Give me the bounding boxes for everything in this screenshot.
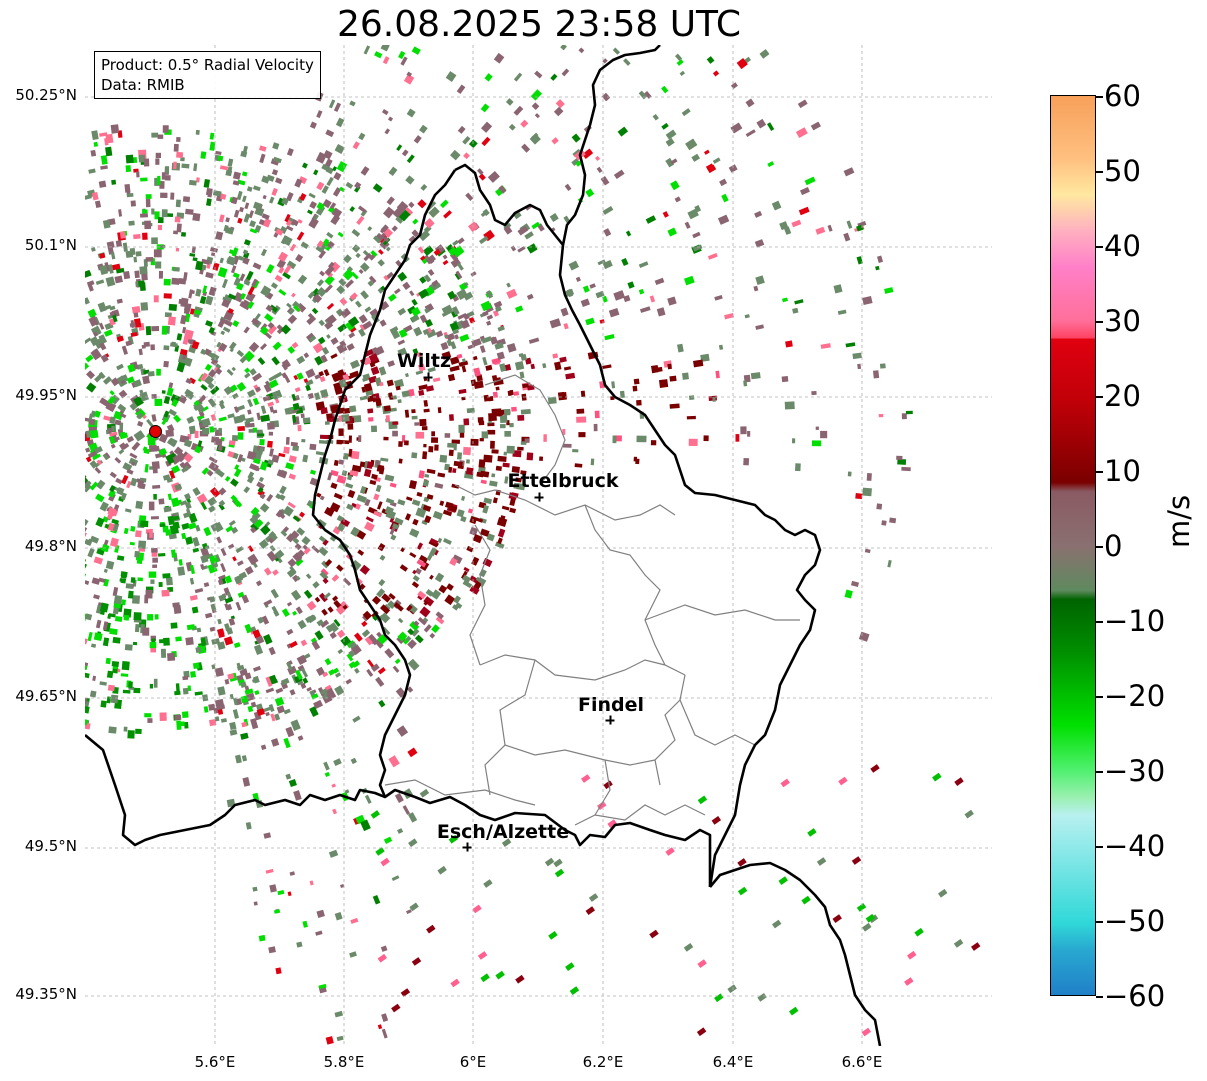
- colorbar-tick-label: 40: [1104, 229, 1141, 263]
- radar-map-panel[interactable]: [85, 45, 992, 1046]
- city-marker-findel: [605, 715, 615, 725]
- city-label-findel: Findel: [577, 694, 645, 716]
- lat-tick-49-35: 49.35°N: [15, 985, 77, 1003]
- lat-tick-50-25: 50.25°N: [15, 86, 77, 104]
- colorbar-tick-mark: [1096, 396, 1103, 398]
- colorbar-tick-mark: [1096, 771, 1103, 773]
- colorbar-tick-mark: [1096, 96, 1103, 98]
- colorbar-label: m/s: [1162, 494, 1196, 548]
- canton-boundaries: [384, 374, 800, 826]
- lat-tick-49-65: 49.65°N: [15, 687, 77, 705]
- colorbar-tick-mark: [1096, 546, 1103, 548]
- lat-tick-49-5: 49.5°N: [24, 837, 77, 855]
- colorbar-tick-mark: [1096, 996, 1103, 998]
- lon-tick-6-2: 6.2°E: [582, 1053, 624, 1071]
- city-marker-ettelbruck: [534, 492, 544, 502]
- city-label-ettelbruck: Ettelbruck: [507, 470, 619, 492]
- city-marker-esch: [462, 842, 472, 852]
- lat-tick-49-8: 49.8°N: [24, 537, 77, 555]
- colorbar-tick-label: 0: [1104, 529, 1123, 563]
- colorbar-tick-mark: [1096, 846, 1103, 848]
- colorbar-tick-mark: [1096, 321, 1103, 323]
- velocity-colorbar: [1050, 95, 1096, 996]
- gridlines: [85, 45, 992, 1046]
- colorbar-tick-label: 10: [1104, 454, 1141, 488]
- product-label: Product: 0.5° Radial Velocity: [101, 56, 314, 74]
- product-info-box: Product: 0.5° Radial Velocity Data: RMIB: [94, 51, 321, 99]
- map-title: 26.08.2025 23:58 UTC: [336, 4, 742, 45]
- lon-tick-5-6: 5.6°E: [194, 1053, 236, 1071]
- lat-tick-49-95: 49.95°N: [15, 386, 77, 404]
- colorbar-tick-label: 30: [1104, 304, 1141, 338]
- colorbar-tick-label: −60: [1104, 979, 1166, 1013]
- city-label-esch: Esch/Alzette: [436, 821, 570, 843]
- data-source-label: Data: RMIB: [101, 76, 185, 94]
- colorbar-tick-label: −20: [1104, 679, 1166, 713]
- radar-echoes: [85, 45, 981, 1045]
- lon-tick-5-8: 5.8°E: [323, 1053, 365, 1071]
- city-marker-wiltz: [423, 372, 433, 382]
- lon-tick-6: 6°E: [459, 1053, 487, 1071]
- colorbar-tick-label: −30: [1104, 754, 1166, 788]
- colorbar-tick-mark: [1096, 696, 1103, 698]
- country-borders: [85, 45, 882, 1046]
- colorbar-tick-mark: [1096, 471, 1103, 473]
- lon-tick-6-4: 6.4°E: [712, 1053, 754, 1071]
- colorbar-tick-mark: [1096, 621, 1103, 623]
- colorbar-tick-label: −40: [1104, 829, 1166, 863]
- lat-tick-50-1: 50.1°N: [24, 236, 77, 254]
- colorbar-tick-mark: [1096, 246, 1103, 248]
- radar-site-marker: [149, 425, 162, 438]
- colorbar-tick-label: 20: [1104, 379, 1141, 413]
- lon-tick-6-6: 6.6°E: [841, 1053, 883, 1071]
- colorbar-tick-label: −10: [1104, 604, 1166, 638]
- colorbar-tick-label: −50: [1104, 904, 1166, 938]
- colorbar-tick-label: 50: [1104, 154, 1141, 188]
- radar-map-canvas: [85, 45, 992, 1046]
- colorbar-tick-mark: [1096, 921, 1103, 923]
- colorbar-tick-mark: [1096, 171, 1103, 173]
- colorbar-tick-label: 60: [1104, 79, 1141, 113]
- city-label-wiltz: Wiltz: [396, 350, 452, 372]
